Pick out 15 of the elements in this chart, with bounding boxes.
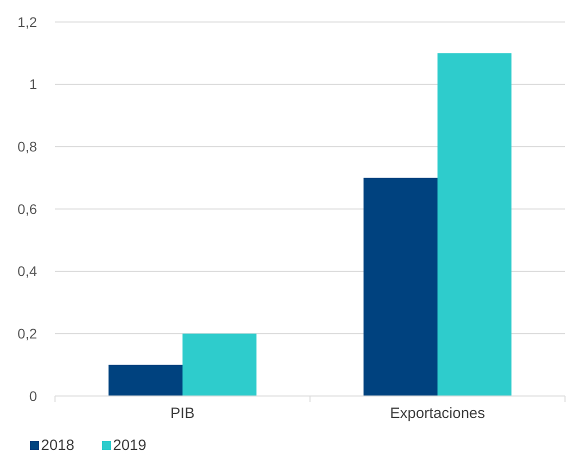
y-tick-label: 0,6 <box>18 200 38 217</box>
y-tick-label: 0,4 <box>18 263 38 280</box>
x-tick-label: Exportaciones <box>390 405 486 422</box>
y-tick-label: 1,2 <box>18 14 38 30</box>
y-tick-label: 0,2 <box>18 326 38 342</box>
y-tick-label: 1 <box>29 76 38 92</box>
x-tick-label: PIB <box>170 405 195 422</box>
bar <box>364 178 438 396</box>
legend-label: 2019 <box>113 437 146 454</box>
y-tick-label: 0 <box>29 388 38 404</box>
bar <box>108 364 182 396</box>
y-tick-label: 0,8 <box>18 138 38 155</box>
bar <box>438 53 512 396</box>
legend-label: 2018 <box>41 437 74 454</box>
bar <box>182 334 256 396</box>
